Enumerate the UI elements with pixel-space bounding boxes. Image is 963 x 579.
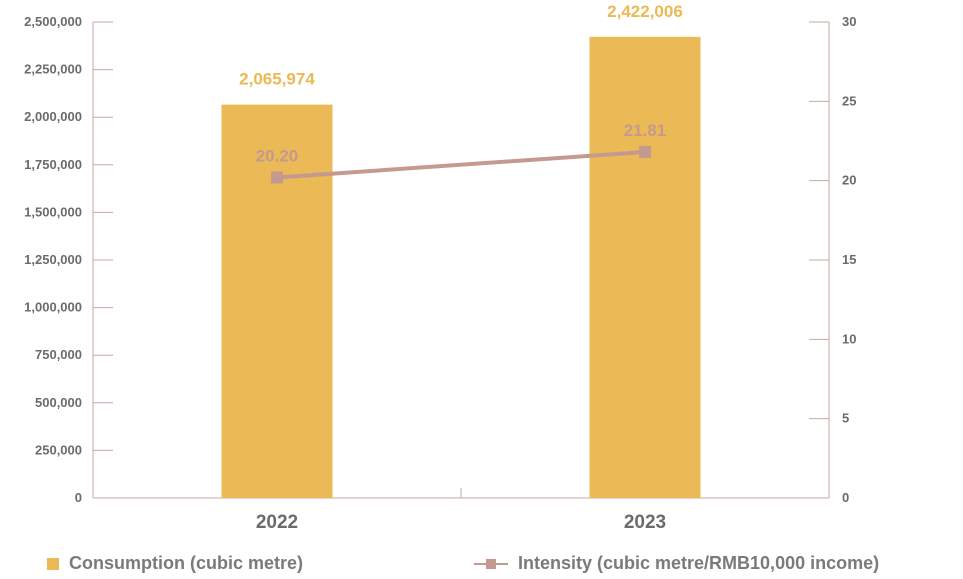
bar-data-label: 2,065,974	[239, 70, 315, 89]
legend-item-consumption: Consumption (cubic metre)	[47, 553, 303, 574]
y-right-tick-label: 0	[842, 490, 849, 505]
y-left-tick-label: 2,250,000	[24, 62, 82, 77]
y-left-tick-label: 500,000	[35, 395, 82, 410]
y-left-tick-label: 1,750,000	[24, 157, 82, 172]
y-left-tick-label: 2,000,000	[24, 109, 82, 124]
x-tick-label: 2023	[624, 512, 666, 533]
y-left-tick-label: 1,500,000	[24, 204, 82, 219]
legend-item-intensity: Intensity (cubic metre/RMB10,000 income)	[474, 553, 879, 574]
y-right-tick-label: 5	[842, 411, 849, 426]
legend-swatch-line	[474, 557, 508, 571]
intensity-data-label: 21.81	[624, 121, 667, 140]
y-left-tick-label: 1,250,000	[24, 252, 82, 267]
intensity-marker	[639, 145, 651, 158]
y-left-tick-label: 750,000	[35, 347, 82, 362]
x-tick-label: 2022	[256, 512, 298, 533]
legend-swatch-bar	[47, 557, 59, 570]
y-left-tick-label: 0	[75, 490, 82, 505]
legend: Consumption (cubic metre) Intensity (cub…	[0, 553, 963, 579]
y-right-tick-label: 10	[842, 331, 856, 346]
y-right-tick-label: 20	[842, 173, 856, 188]
y-right-tick-label: 25	[842, 93, 856, 108]
bar-consumption	[589, 36, 701, 498]
y-left-tick-label: 250,000	[35, 442, 82, 457]
intensity-line	[276, 149, 646, 180]
y-right-tick-label: 30	[842, 14, 856, 29]
y-left-tick-label: 1,000,000	[24, 300, 82, 315]
y-right-tick-label: 15	[842, 252, 856, 267]
intensity-marker	[271, 171, 283, 184]
legend-label-intensity: Intensity (cubic metre/RMB10,000 income)	[518, 553, 880, 573]
legend-label-consumption: Consumption (cubic metre)	[69, 553, 304, 573]
y-left-tick-label: 2,500,000	[24, 14, 82, 29]
bar-data-label: 2,422,006	[607, 2, 683, 21]
chart: 0 250,000 500,000 750,000 1,000,000 1,250,000…	[24, 2, 856, 533]
bar-consumption	[221, 104, 333, 498]
intensity-data-label: 20.20	[256, 146, 299, 165]
